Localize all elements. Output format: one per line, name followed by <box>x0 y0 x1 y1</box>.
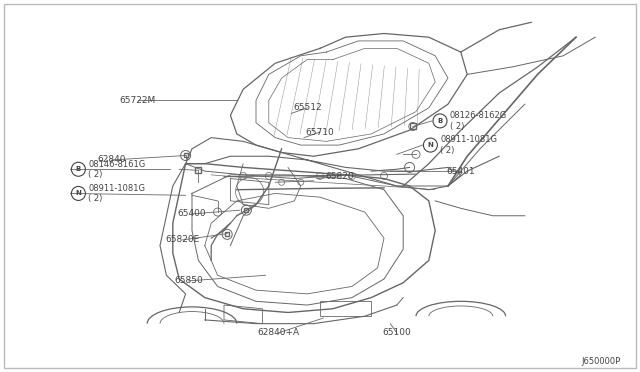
Text: N: N <box>428 142 433 148</box>
Text: 08126-8162G
( 2): 08126-8162G ( 2) <box>450 111 508 131</box>
Text: J650000P: J650000P <box>582 357 621 366</box>
Text: 65710: 65710 <box>306 128 334 137</box>
Text: 65401: 65401 <box>447 167 475 176</box>
Text: 08146-8161G
( 2): 08146-8161G ( 2) <box>88 160 146 179</box>
Text: 62840: 62840 <box>98 155 126 164</box>
Text: 65400: 65400 <box>178 209 206 218</box>
Text: 08911-1081G
( 2): 08911-1081G ( 2) <box>440 135 497 155</box>
Text: 65820: 65820 <box>325 172 353 181</box>
Text: 65722M: 65722M <box>120 96 156 105</box>
Text: 08911-1081G
( 2): 08911-1081G ( 2) <box>88 184 145 203</box>
Text: B: B <box>76 166 81 172</box>
Text: 62840+A: 62840+A <box>257 328 300 337</box>
Text: N: N <box>76 190 81 196</box>
Text: 65512: 65512 <box>293 103 321 112</box>
Text: 65850: 65850 <box>175 276 203 285</box>
Text: 65100: 65100 <box>383 328 411 337</box>
Text: B: B <box>437 118 443 124</box>
Text: 65820E: 65820E <box>165 235 200 244</box>
